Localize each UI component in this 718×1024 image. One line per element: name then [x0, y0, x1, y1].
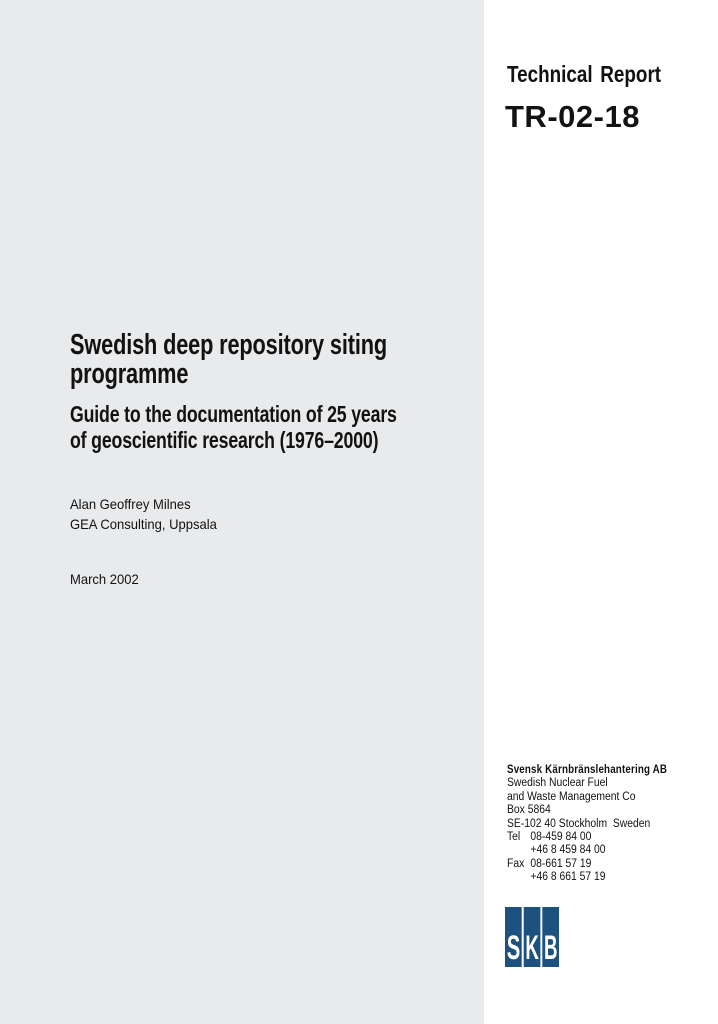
fax-number-intl: +46 8 661 57 19 — [530, 871, 606, 884]
author-name: Alan Geoffrey Milnes — [70, 496, 191, 512]
report-number-text: TR-02-18 — [505, 99, 640, 134]
tel-label-spacer — [507, 844, 530, 857]
publisher-address-line-4: SE-102 40 Stockholm Sweden — [507, 817, 651, 830]
report-type-text: Technical Report — [507, 61, 662, 87]
report-type-label: Technical Report — [507, 62, 695, 86]
report-subtitle: Guide to the documentation of 25 years o… — [70, 401, 494, 453]
publisher-address-line-3: Box 5864 — [507, 804, 551, 817]
publication-date: March 2002 — [70, 569, 144, 589]
skb-logo-bar-1 — [505, 907, 522, 967]
tel-row-local: Tel 08-459 84 00 — [507, 831, 677, 844]
fax-number-local: 08-661 57 19 — [530, 857, 592, 870]
report-title-line-2: programme — [70, 358, 189, 390]
report-subtitle-line-2: of geoscientific research (1976–2000) — [70, 427, 379, 453]
report-title: Swedish deep repository siting programme — [70, 331, 493, 389]
skb-logo-letter-b: B — [544, 929, 558, 967]
publication-date-text: March 2002 — [70, 571, 139, 587]
tel-number-intl: +46 8 459 84 00 — [530, 844, 606, 857]
publisher-address-line-2: and Waste Management Co — [507, 790, 636, 803]
skb-logo-letter-s: S — [507, 929, 521, 967]
tel-label: Tel — [507, 831, 521, 844]
skb-logo-bar-3 — [542, 907, 559, 967]
cover-left-panel — [0, 0, 484, 1024]
skb-logo-bar-2 — [523, 907, 541, 967]
fax-row-intl: +46 8 661 57 19 — [507, 871, 677, 884]
tel-number-local: 08-459 84 00 — [530, 831, 592, 844]
report-title-line-1: Swedish deep repository siting — [70, 329, 387, 361]
fax-label: Fax — [507, 857, 525, 870]
fax-row-local: Fax 08-661 57 19 — [507, 858, 677, 871]
byline-block: Alan Geoffrey Milnes GEA Consulting, Upp… — [70, 494, 228, 534]
report-subtitle-line-1: Guide to the documentation of 25 years — [70, 401, 397, 427]
fax-label-spacer — [507, 871, 530, 884]
skb-logo: S K B — [505, 907, 559, 967]
report-number: TR-02-18 — [505, 100, 640, 134]
skb-logo-letter-k: K — [525, 929, 539, 967]
publisher-address-line-1: Swedish Nuclear Fuel — [507, 777, 608, 790]
tel-row-intl: +46 8 459 84 00 — [507, 844, 677, 857]
publisher-name: Svensk Kärnbränslehantering AB — [507, 764, 668, 776]
author-affiliation: GEA Consulting, Uppsala — [70, 516, 217, 532]
publisher-block: Svensk Kärnbränslehantering AB Swedish N… — [507, 764, 695, 885]
